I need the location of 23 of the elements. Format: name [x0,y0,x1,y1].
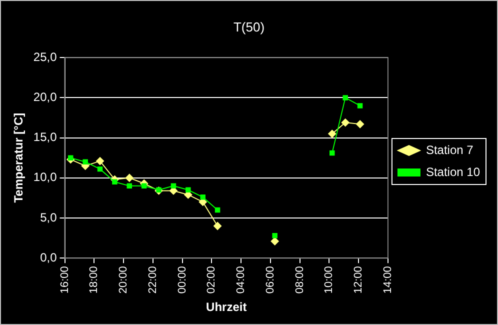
legend-label: Station 10 [426,164,480,179]
x-tick-label: 12:00 [352,266,365,294]
x-tick-label: 04:00 [235,266,248,294]
x-tick-label: 18:00 [88,266,100,294]
y-tick-label: 15,0 [33,130,58,144]
x-tick-label: 16:00 [58,266,71,294]
x-tick-label: 06:00 [264,266,276,294]
chart-title: T(50) [233,19,265,34]
x-tick-label: 22:00 [146,266,159,294]
y-tick-label: 5,0 [40,210,58,224]
y-tick-label: 0,0 [40,250,58,264]
x-tick-label: 02:00 [206,266,218,294]
x-axis-title: Uhrzeit [206,300,247,314]
x-tick-label: 14:00 [382,266,394,294]
y-tick-label: 10,0 [33,170,58,184]
y-tick-label: 25,0 [33,50,58,64]
legend-label: Station 7 [426,142,474,157]
x-tick-label: 20:00 [118,266,130,294]
y-axis-title: Temperatur [°C] [12,112,26,203]
x-tick-label: 08:00 [294,266,306,294]
x-tick-label: 00:00 [176,266,188,294]
y-tick-label: 20,0 [33,90,58,104]
x-tick-label: 10:00 [323,266,336,294]
